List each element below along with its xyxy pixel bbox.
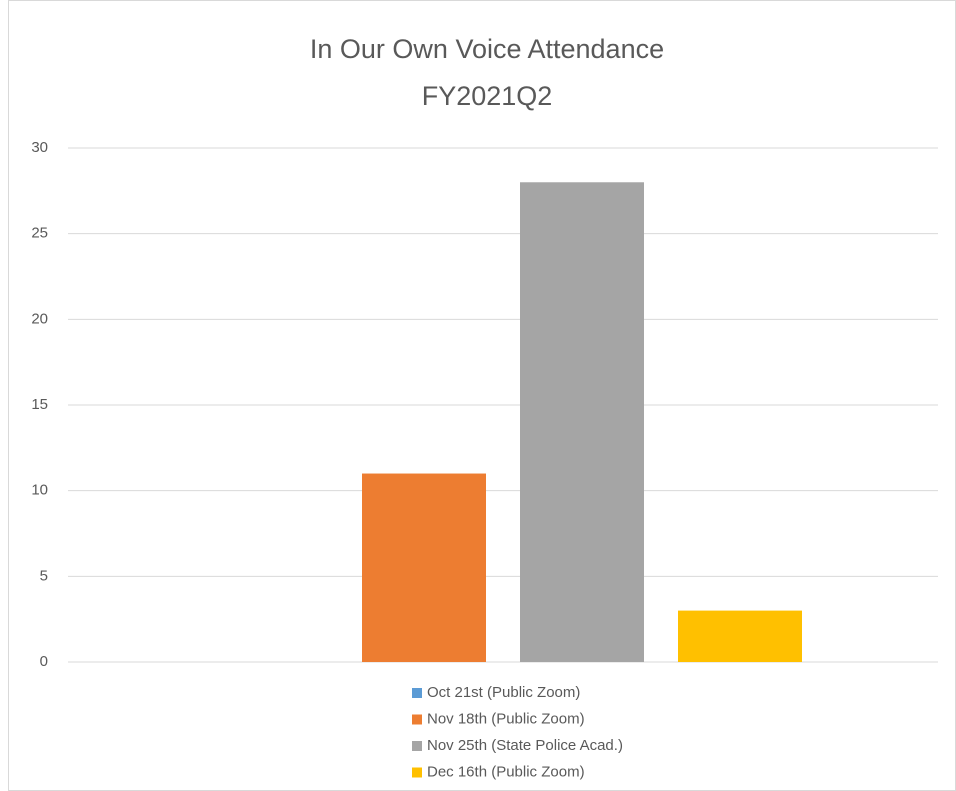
chart-subtitle: FY2021Q2 — [422, 81, 553, 111]
legend-swatch — [412, 688, 422, 698]
y-tick-label: 20 — [31, 310, 48, 327]
bar — [520, 182, 644, 662]
y-tick-label: 30 — [31, 139, 48, 156]
y-tick-label: 10 — [31, 482, 48, 499]
y-tick-label: 5 — [40, 567, 48, 584]
legend-swatch — [412, 714, 422, 725]
chart-title: In Our Own Voice Attendance — [310, 34, 664, 64]
legend-label: Nov 25th (State Police Acad.) — [427, 737, 623, 754]
bar — [678, 610, 802, 662]
chart-border — [8, 0, 956, 791]
legend-label: Dec 16th (Public Zoom) — [427, 763, 585, 780]
legend-label: Oct 21st (Public Zoom) — [427, 684, 580, 701]
bar — [362, 473, 486, 662]
legend-label: Nov 18th (Public Zoom) — [427, 710, 585, 727]
y-tick-label: 0 — [40, 653, 48, 670]
y-tick-label: 25 — [31, 225, 48, 242]
legend-swatch — [412, 767, 422, 778]
y-tick-label: 15 — [31, 396, 48, 413]
legend-swatch — [412, 741, 422, 751]
